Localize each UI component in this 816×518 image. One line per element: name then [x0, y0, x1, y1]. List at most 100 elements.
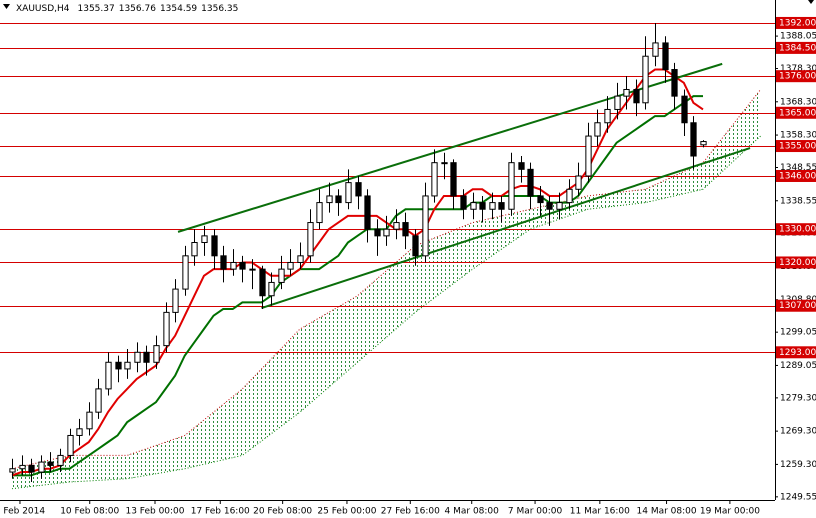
level-label: 1355.00 [779, 142, 816, 152]
candle-body [594, 122, 601, 137]
candle-body [575, 175, 582, 190]
candle-body [230, 261, 237, 270]
candle-body [9, 468, 16, 473]
candle-body [115, 361, 122, 370]
candle-body [335, 195, 342, 204]
level-label: 1365.00 [779, 108, 816, 118]
candle-body [355, 182, 362, 197]
candle-body [662, 42, 669, 71]
level-label: 1293.00 [779, 348, 816, 358]
candle-body [143, 351, 150, 363]
candle-body [19, 464, 26, 470]
candle-body [681, 95, 688, 124]
candle-body [431, 162, 438, 197]
candle-body [604, 108, 611, 124]
level-label-box [776, 16, 816, 29]
candle-body [105, 361, 112, 390]
y-tick-label: 1249.55 [780, 492, 816, 502]
candle-body [259, 268, 266, 297]
candle-body [489, 202, 496, 210]
candle-body [249, 268, 256, 271]
candle-body [556, 202, 563, 210]
candle-body [57, 454, 64, 466]
y-tick-label: 1279.30 [780, 393, 816, 403]
candle-body [479, 202, 486, 210]
x-tick-label: 7 Mar 00:00 [508, 507, 563, 517]
kijun-line [11, 95, 704, 477]
x-tick-label: 19 Mar 00:00 [700, 507, 760, 517]
candle-body [623, 88, 630, 97]
y-tick-label: 1299.05 [780, 328, 816, 338]
y-tick-label: 1259.30 [780, 460, 816, 470]
candle-body [124, 361, 131, 370]
level-label-box [776, 140, 816, 153]
candle-body [191, 242, 198, 257]
level-label: 1392.00 [779, 18, 816, 28]
candle-body [211, 235, 218, 257]
candle-body [153, 345, 160, 363]
y-tick-label: 1358.30 [780, 131, 816, 141]
menu-arrow[interactable] [3, 4, 10, 9]
level-label-box [776, 106, 816, 119]
x-tick-label: 20 Feb 08:00 [253, 507, 312, 517]
candle-body [201, 235, 208, 244]
candle-body [671, 69, 678, 97]
candle-body [47, 461, 54, 466]
x-tick-label: 5 Feb 2014 [0, 507, 45, 517]
x-tick-label: 14 Mar 08:00 [637, 507, 697, 517]
y-tick-label: 1388.05 [780, 32, 816, 42]
level-label-box [776, 346, 816, 359]
trend-line [261, 147, 751, 310]
level-label-box [776, 41, 816, 54]
candle-body [172, 288, 179, 313]
x-tick-label: 25 Feb 00:00 [317, 507, 376, 517]
candle-body [508, 162, 515, 210]
candle-body [585, 135, 592, 177]
level-label-box [776, 70, 816, 83]
candle-body [86, 411, 93, 430]
candle-body [239, 261, 246, 270]
candle-body [364, 195, 371, 230]
header-symbol: XAUUSD,H4 [16, 4, 70, 14]
y-tick-label: 1338.55 [780, 196, 816, 206]
candle-body [393, 222, 400, 230]
candle-body [326, 195, 333, 204]
x-tick-label: 17 Feb 16:00 [191, 507, 250, 517]
x-tick-label: 4 Mar 08:00 [445, 507, 500, 517]
candle-body [287, 261, 294, 270]
level-label: 1320.00 [779, 258, 816, 268]
candle-body [383, 228, 390, 237]
candle-body [182, 255, 189, 290]
candle-body [422, 195, 429, 257]
x-tick-label: 27 Feb 16:00 [381, 507, 440, 517]
x-tick-label: 10 Feb 08:00 [60, 507, 119, 517]
level-label-box [776, 256, 816, 269]
header-low: 1354.59 [160, 4, 197, 14]
candle-body [498, 202, 505, 210]
y-tick-label: 1378.30 [780, 64, 816, 74]
x-tick-label: 13 Feb 00:00 [125, 507, 184, 517]
candle-body [95, 388, 102, 413]
level-label: 1346.00 [779, 171, 816, 181]
scale-arrow[interactable] [808, 0, 814, 4]
candle-body [690, 122, 697, 157]
candle-body [402, 222, 409, 237]
level-label-box [776, 299, 816, 312]
candle-body [307, 222, 314, 257]
candle-body [412, 235, 419, 257]
y-tick-label: 1368.30 [780, 97, 816, 107]
trend-line [177, 62, 723, 233]
level-label: 1384.50 [779, 43, 816, 53]
header-close: 1356.35 [201, 4, 238, 14]
candle-body [67, 434, 74, 456]
level-label: 1330.00 [779, 225, 816, 235]
candle-body [518, 162, 525, 170]
candle-body [345, 182, 352, 204]
cloud-span-a [11, 89, 761, 470]
candle-body [652, 42, 659, 57]
candle-body [614, 95, 621, 110]
x-tick-label: 11 Mar 16:00 [570, 507, 630, 517]
candle-body [642, 55, 649, 104]
level-label-box [776, 223, 816, 236]
candle-body [374, 228, 381, 237]
